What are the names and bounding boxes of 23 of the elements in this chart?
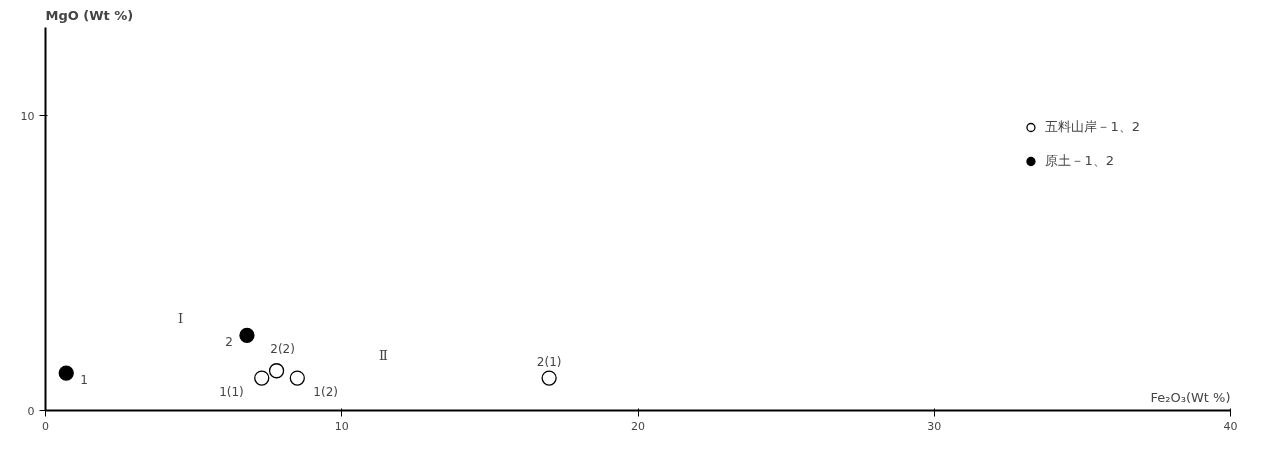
annotation: 2(2) <box>270 341 295 356</box>
x-tick-label: 20 <box>631 419 645 433</box>
annotation: 1 <box>80 372 88 387</box>
annotation: 1(1) <box>219 385 244 400</box>
point <box>268 363 285 379</box>
annotation: Ⅰ <box>177 310 184 326</box>
point <box>289 370 305 386</box>
annotation: 2(1) <box>536 355 562 370</box>
x-axis-title: Fe₂O₃(Wt %) <box>1150 389 1231 405</box>
annotation: Ⅱ <box>379 347 389 363</box>
point <box>239 327 255 344</box>
x-tick-label: 0 <box>42 419 49 433</box>
legend-label: 原土－1、2 <box>1045 152 1114 170</box>
point <box>254 370 270 386</box>
x-tick-label: 40 <box>1223 419 1238 433</box>
legend-label: 五料山岸－1、2 <box>1045 118 1140 136</box>
annotation: 1(2) <box>313 385 338 400</box>
x-tick-label: 30 <box>927 419 942 433</box>
x-tick-label: 10 <box>334 419 349 433</box>
point <box>541 370 557 386</box>
y-axis-title: MgO (Wt %) <box>45 7 134 23</box>
point <box>58 365 74 381</box>
annotation: 2 <box>225 334 233 349</box>
